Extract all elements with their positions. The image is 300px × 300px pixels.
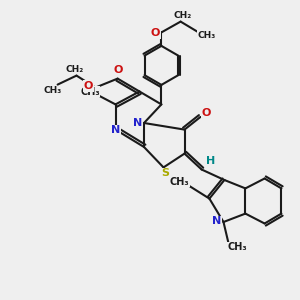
Text: O: O xyxy=(83,81,93,91)
Text: O: O xyxy=(202,107,211,118)
Text: CH₂: CH₂ xyxy=(66,64,84,74)
Text: CH₂: CH₂ xyxy=(174,11,192,20)
Text: S: S xyxy=(161,168,169,178)
Text: N: N xyxy=(112,125,121,135)
Text: O: O xyxy=(113,65,123,75)
Text: N: N xyxy=(133,118,142,128)
Text: N: N xyxy=(212,216,221,226)
Text: H: H xyxy=(206,156,215,166)
Text: CH₃: CH₃ xyxy=(43,86,61,95)
Text: CH₃: CH₃ xyxy=(198,31,216,40)
Text: CH₃: CH₃ xyxy=(80,87,100,97)
Text: CH₃: CH₃ xyxy=(227,242,247,252)
Text: O: O xyxy=(151,28,160,38)
Text: CH₃: CH₃ xyxy=(169,177,189,187)
